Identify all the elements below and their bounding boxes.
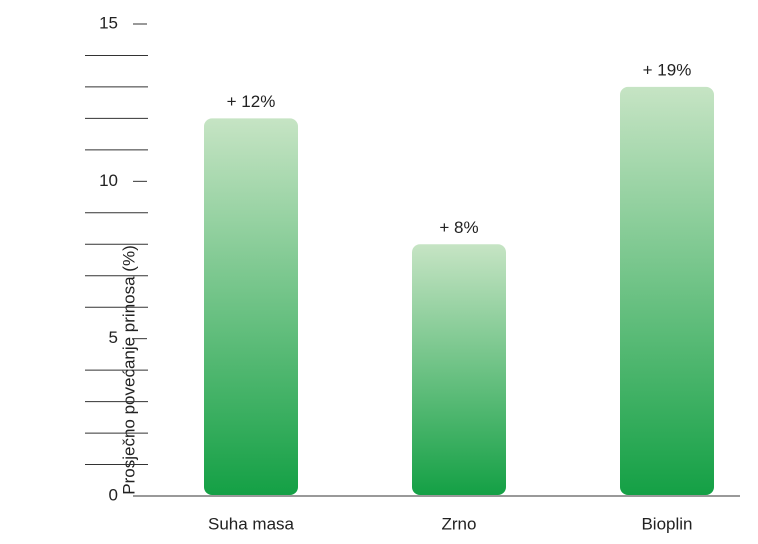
y-tick-label: 0 [109,485,118,504]
bar-annotation: + 19% [643,60,692,79]
bar [620,86,714,495]
x-tick-label: Zrno [442,514,477,533]
y-tick-label: 5 [109,328,118,347]
y-tick-label: 15 [99,13,118,32]
bar [204,118,298,496]
bar [412,244,506,495]
bar-annotation: + 12% [227,92,276,111]
x-tick-label: Suha masa [208,514,295,533]
y-tick-label: 10 [99,171,118,190]
bar-annotation: + 8% [439,218,478,237]
x-tick-label: Bioplin [641,514,692,533]
